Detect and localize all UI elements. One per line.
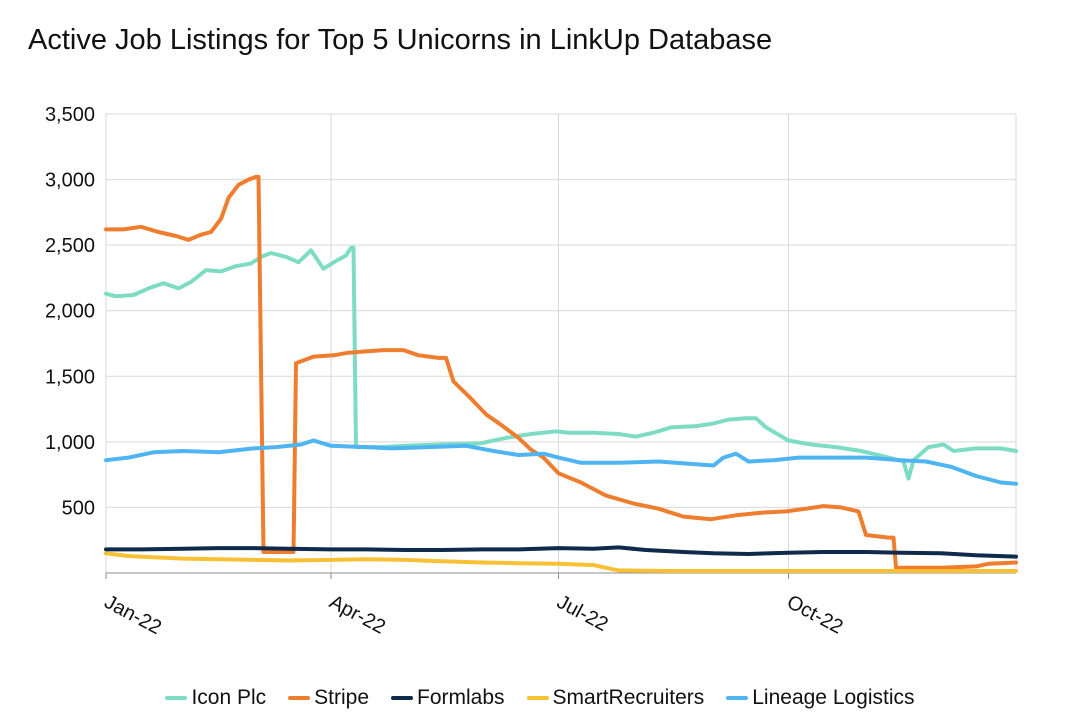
series-lines <box>104 174 1018 573</box>
y-tick-label: 500 <box>62 497 95 519</box>
legend-item: Lineage Logistics <box>726 686 915 710</box>
grid <box>105 113 1017 573</box>
x-tick-label: Oct-22 <box>783 591 846 639</box>
legend-swatch <box>391 696 414 700</box>
legend-label: Formlabs <box>417 686 505 709</box>
series-line-lineage-logistics <box>104 438 1018 486</box>
legend-label: Icon Plc <box>191 686 267 709</box>
legend-swatch <box>165 696 188 700</box>
legend-item: Icon Plc <box>165 686 266 710</box>
legend-item: Stripe <box>288 686 369 710</box>
legend-label: Lineage Logistics <box>752 686 915 709</box>
x-tick-label: Jul-22 <box>553 591 611 636</box>
x-tick-label: Jan-22 <box>101 591 165 639</box>
y-tick-label: 2,500 <box>45 235 95 257</box>
legend-label: Stripe <box>314 686 370 709</box>
legend-item: SmartRecruiters <box>526 686 705 710</box>
series-line-stripe <box>104 174 1018 570</box>
axes <box>105 572 1016 579</box>
legend-swatch <box>288 696 311 700</box>
y-tick-label: 2,000 <box>45 301 95 323</box>
legend-swatch <box>726 696 749 700</box>
series-line-formlabs <box>104 545 1018 559</box>
series-line-icon-plc <box>104 245 1018 481</box>
y-tick-label: 3,500 <box>45 104 95 126</box>
legend-item: Formlabs <box>391 686 505 710</box>
chart-title: Active Job Listings for Top 5 Unicorns i… <box>28 24 773 56</box>
legend: Icon Plc Stripe Formlabs SmartRecruiters Lin… <box>0 686 1080 710</box>
x-tick-label: Apr-22 <box>326 591 389 639</box>
legend-swatch <box>526 696 549 700</box>
y-tick-labels: 500 1,000 1,500 2,000 2,500 3,000 3,500 <box>45 104 95 519</box>
y-tick-label: 1,500 <box>45 366 95 388</box>
series-line-smartrecruiters <box>104 551 1018 573</box>
x-tick-labels: Jan-22 Apr-22 Jul-22 Oct-22 <box>101 591 847 639</box>
y-tick-label: 3,000 <box>45 170 95 192</box>
legend-label: SmartRecruiters <box>552 686 705 709</box>
y-tick-label: 1,000 <box>45 432 95 454</box>
